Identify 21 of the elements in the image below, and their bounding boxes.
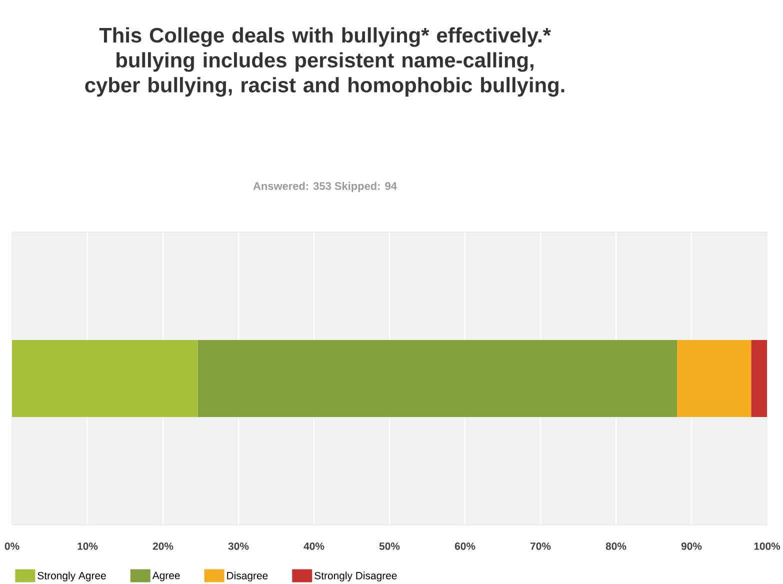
x-tick-label: 70% <box>530 542 551 550</box>
x-tick-label: 30% <box>228 542 249 550</box>
bar <box>12 340 198 417</box>
legend-label: Strongly Disagree <box>314 572 397 582</box>
x-tick-label: 0% <box>4 542 20 550</box>
bar <box>751 340 768 417</box>
bar <box>198 340 678 417</box>
x-tick-label: 90% <box>681 542 702 550</box>
legend-label: Strongly Agree <box>38 572 106 582</box>
chart-subtitle: Answered: 353 Skipped: 94 <box>253 182 397 192</box>
x-tick-label: 50% <box>379 542 400 550</box>
x-tick-label: 40% <box>304 542 324 550</box>
x-tick-label: 100% <box>754 542 780 550</box>
legend-label: Disagree <box>227 572 268 582</box>
legend-label: Agree <box>152 572 180 582</box>
bar <box>677 340 752 417</box>
x-tick-label: 80% <box>606 542 626 550</box>
x-tick-label: 20% <box>152 542 174 550</box>
chart-title: This College deals with bullying* effectively.* bullying includes persistent name-calling, cyber bullying, racist and homophobic bullying. <box>85 27 564 97</box>
x-tick-label: 60% <box>454 542 476 550</box>
x-tick-label: 10% <box>78 542 98 550</box>
